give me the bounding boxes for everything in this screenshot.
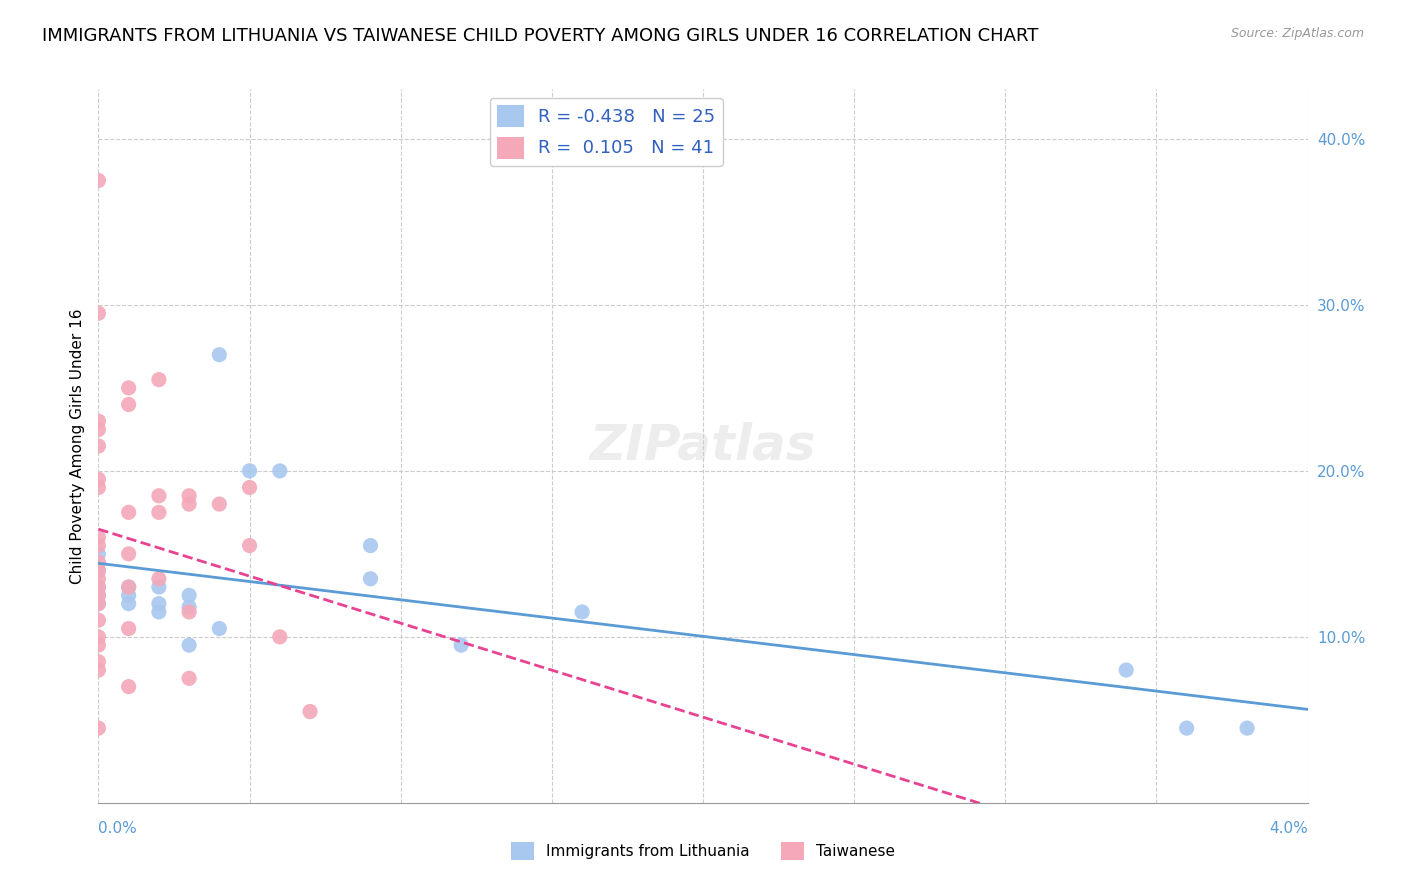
Point bbox=[179, 638, 201, 652]
Point bbox=[87, 572, 110, 586]
Point bbox=[148, 572, 170, 586]
Point bbox=[87, 597, 110, 611]
Point bbox=[87, 588, 110, 602]
Point bbox=[87, 580, 110, 594]
Point bbox=[239, 481, 262, 495]
Point bbox=[87, 472, 110, 486]
Point bbox=[87, 414, 110, 428]
Point bbox=[87, 555, 110, 569]
Point bbox=[179, 605, 201, 619]
Point bbox=[1115, 663, 1137, 677]
Text: 0.0%: 0.0% bbox=[98, 822, 138, 837]
Point bbox=[179, 489, 201, 503]
Legend: R = -0.438   N = 25, R =  0.105   N = 41: R = -0.438 N = 25, R = 0.105 N = 41 bbox=[489, 98, 723, 166]
Point bbox=[179, 497, 201, 511]
Point bbox=[148, 489, 170, 503]
Point bbox=[208, 497, 231, 511]
Point bbox=[148, 580, 170, 594]
Point bbox=[1236, 721, 1258, 735]
Point bbox=[87, 663, 110, 677]
Point bbox=[118, 547, 141, 561]
Point bbox=[148, 373, 170, 387]
Text: IMMIGRANTS FROM LITHUANIA VS TAIWANESE CHILD POVERTY AMONG GIRLS UNDER 16 CORREL: IMMIGRANTS FROM LITHUANIA VS TAIWANESE C… bbox=[42, 27, 1039, 45]
Point bbox=[87, 580, 110, 594]
Point bbox=[87, 547, 110, 561]
Point bbox=[87, 564, 110, 578]
Point bbox=[87, 597, 110, 611]
Point bbox=[87, 638, 110, 652]
Point bbox=[179, 671, 201, 685]
Point bbox=[87, 564, 110, 578]
Point bbox=[148, 505, 170, 519]
Point bbox=[87, 439, 110, 453]
Point bbox=[360, 539, 382, 553]
Point bbox=[239, 539, 262, 553]
Text: 4.0%: 4.0% bbox=[1268, 822, 1308, 837]
Point bbox=[118, 588, 141, 602]
Point bbox=[571, 605, 593, 619]
Point bbox=[87, 588, 110, 602]
Point bbox=[148, 605, 170, 619]
Point bbox=[87, 173, 110, 187]
Point bbox=[148, 597, 170, 611]
Point bbox=[87, 539, 110, 553]
Point bbox=[1175, 721, 1198, 735]
Point bbox=[179, 599, 201, 614]
Text: ZIPatlas: ZIPatlas bbox=[589, 422, 817, 470]
Point bbox=[118, 680, 141, 694]
Point bbox=[269, 630, 291, 644]
Point bbox=[87, 530, 110, 544]
Point bbox=[118, 505, 141, 519]
Point bbox=[450, 638, 472, 652]
Point bbox=[118, 622, 141, 636]
Y-axis label: Child Poverty Among Girls Under 16: Child Poverty Among Girls Under 16 bbox=[69, 309, 84, 583]
Point bbox=[87, 655, 110, 669]
Point bbox=[269, 464, 291, 478]
Point bbox=[87, 422, 110, 436]
Legend: Immigrants from Lithuania, Taiwanese: Immigrants from Lithuania, Taiwanese bbox=[505, 836, 901, 866]
Text: Source: ZipAtlas.com: Source: ZipAtlas.com bbox=[1230, 27, 1364, 40]
Point bbox=[299, 705, 322, 719]
Point bbox=[118, 580, 141, 594]
Point bbox=[118, 397, 141, 411]
Point bbox=[87, 306, 110, 320]
Point bbox=[87, 613, 110, 627]
Point bbox=[360, 572, 382, 586]
Point bbox=[118, 597, 141, 611]
Point bbox=[87, 630, 110, 644]
Point bbox=[87, 481, 110, 495]
Point bbox=[208, 622, 231, 636]
Point bbox=[208, 348, 231, 362]
Point bbox=[118, 580, 141, 594]
Point bbox=[239, 464, 262, 478]
Point bbox=[87, 721, 110, 735]
Point bbox=[118, 381, 141, 395]
Point bbox=[179, 588, 201, 602]
